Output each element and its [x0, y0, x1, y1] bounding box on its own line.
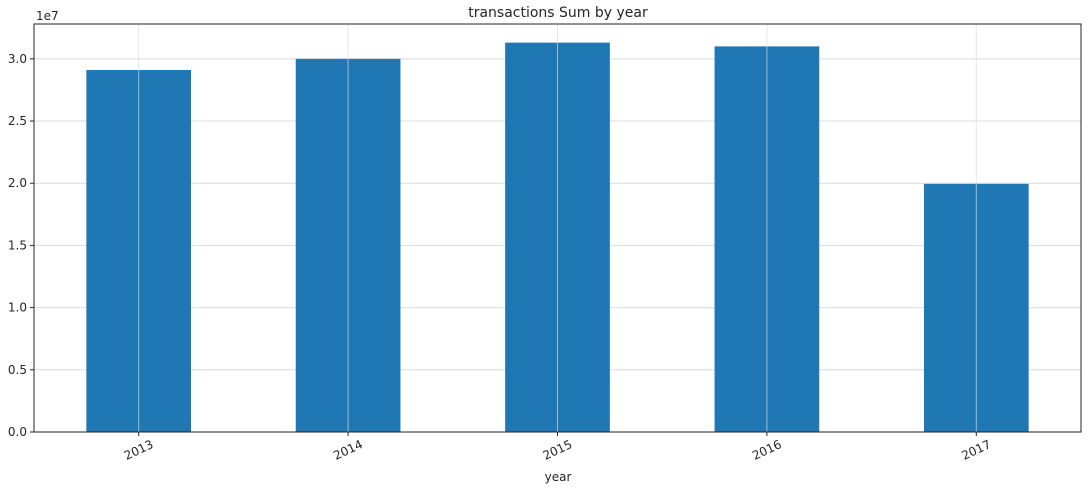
x-tick-label: 2017 [959, 437, 993, 463]
y-tick-label: 2.0 [8, 176, 27, 190]
y-tick-label: 0.5 [8, 363, 27, 377]
y-tick-label: 3.0 [8, 52, 27, 66]
x-tick-label: 2014 [331, 437, 365, 463]
y-tick-label: 1.0 [8, 301, 27, 315]
x-axis-label: year [545, 470, 572, 484]
x-tick-label: 2015 [541, 437, 575, 463]
x-tick-label: 2016 [750, 437, 784, 463]
chart-title: transactions Sum by year [468, 5, 648, 21]
x-axis-ticks: 2013 2014 2015 2016 2017 [122, 432, 993, 463]
y-tick-label: 1.5 [8, 238, 27, 252]
y-tick-label: 0.0 [8, 425, 27, 439]
y-axis-ticks: 0.0 0.5 1.0 1.5 2.0 2.5 3.0 [8, 52, 34, 439]
vertical-grid-lines [138, 24, 977, 432]
y-tick-label: 2.5 [8, 114, 27, 128]
x-tick-label: 2013 [122, 437, 156, 463]
y-axis-scale-label: 1e7 [36, 9, 59, 23]
